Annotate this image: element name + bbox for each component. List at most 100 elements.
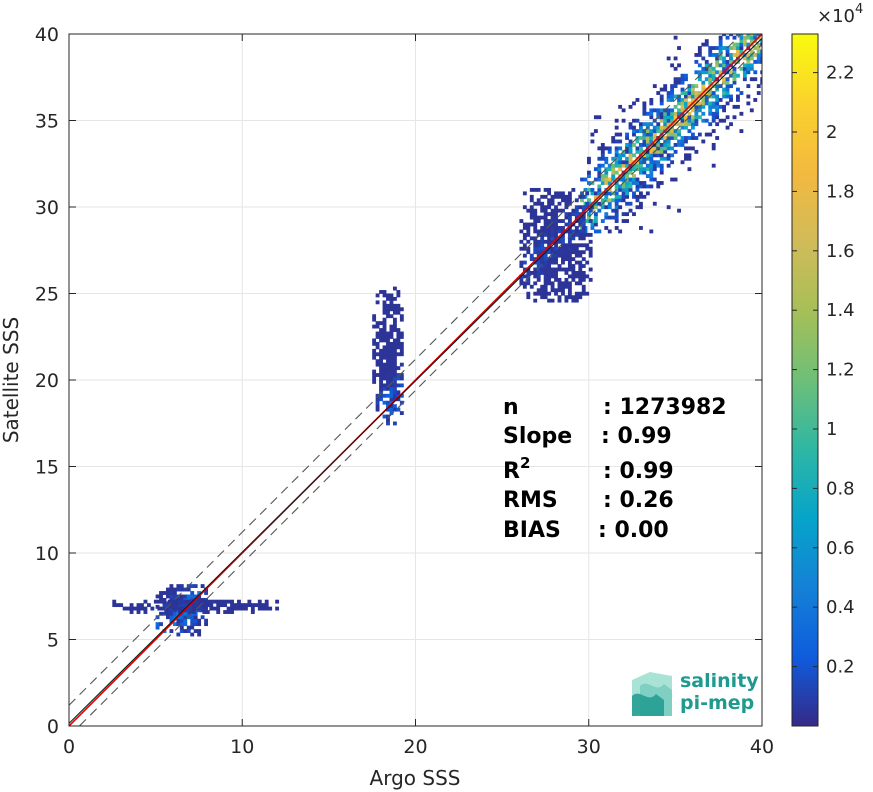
density-cell bbox=[554, 243, 558, 248]
density-cell bbox=[684, 77, 688, 82]
density-cell bbox=[718, 49, 723, 54]
density-cell bbox=[150, 606, 155, 611]
density-cell bbox=[625, 160, 629, 165]
density-cell bbox=[621, 153, 626, 158]
density-cell bbox=[567, 253, 572, 258]
density-cell bbox=[649, 153, 654, 158]
density-cell bbox=[684, 98, 688, 102]
density-cell bbox=[129, 606, 134, 611]
density-cell bbox=[386, 310, 390, 315]
density-cell bbox=[526, 281, 531, 286]
density-cell bbox=[237, 606, 241, 611]
density-cell bbox=[389, 373, 394, 377]
density-cell bbox=[574, 298, 579, 303]
density-cell bbox=[550, 246, 555, 251]
density-cell bbox=[550, 274, 555, 279]
density-cell bbox=[618, 146, 623, 151]
density-cell bbox=[711, 104, 716, 109]
density-cell bbox=[547, 260, 552, 265]
density-cell bbox=[697, 77, 702, 82]
density-cell bbox=[389, 341, 394, 346]
density-cell bbox=[554, 253, 558, 258]
density-cell bbox=[742, 66, 747, 71]
density-cell bbox=[166, 587, 170, 592]
density-cell bbox=[725, 80, 730, 85]
density-cell bbox=[226, 610, 231, 614]
density-cell bbox=[684, 101, 688, 106]
density-cell bbox=[557, 191, 562, 196]
density-cell bbox=[547, 191, 552, 196]
density-cell bbox=[725, 35, 730, 40]
density-cell bbox=[597, 201, 602, 206]
density-cell bbox=[704, 77, 709, 82]
density-cell bbox=[399, 352, 404, 357]
density-cell bbox=[386, 307, 390, 312]
density-cell bbox=[382, 331, 387, 336]
density-cell bbox=[536, 271, 541, 275]
density-cell bbox=[389, 335, 394, 339]
density-cell bbox=[638, 163, 643, 168]
density-cell bbox=[642, 122, 647, 127]
stat-n-label: n bbox=[503, 395, 519, 420]
density-cell bbox=[240, 603, 245, 608]
density-cell bbox=[522, 191, 527, 196]
density-cell bbox=[614, 184, 619, 189]
density-cell bbox=[190, 615, 195, 620]
density-cell bbox=[257, 606, 262, 611]
density-cell bbox=[742, 42, 747, 47]
density-cell bbox=[567, 212, 572, 217]
density-cell bbox=[396, 383, 401, 388]
colorbar-tick-label: 1.6 bbox=[826, 241, 855, 262]
density-cell bbox=[578, 205, 583, 210]
density-cell bbox=[704, 94, 709, 99]
density-cell bbox=[529, 187, 534, 192]
density-cell bbox=[192, 606, 196, 611]
density-cell bbox=[722, 108, 727, 113]
density-cell bbox=[600, 205, 605, 210]
density-cell bbox=[649, 111, 654, 116]
density-cell bbox=[680, 98, 685, 102]
density-cell bbox=[642, 136, 647, 140]
density-cell bbox=[670, 160, 675, 165]
density-cell bbox=[749, 77, 754, 82]
density-cell bbox=[632, 174, 636, 178]
density-cell bbox=[687, 91, 692, 95]
density-cell bbox=[162, 591, 167, 595]
density-cell bbox=[732, 53, 737, 57]
density-cell bbox=[578, 295, 583, 300]
density-cell bbox=[684, 156, 688, 161]
density-cell bbox=[746, 42, 751, 47]
density-cell bbox=[379, 380, 383, 384]
density-cell bbox=[540, 232, 545, 237]
density-cell bbox=[567, 274, 572, 279]
density-cell bbox=[663, 111, 668, 116]
density-cell bbox=[607, 187, 612, 192]
density-cell bbox=[711, 73, 716, 78]
density-cell bbox=[708, 53, 713, 57]
density-cell bbox=[729, 56, 733, 61]
density-cell bbox=[543, 246, 548, 251]
density-cell bbox=[687, 118, 692, 123]
density-cell bbox=[645, 142, 650, 147]
density-cell bbox=[585, 260, 590, 265]
density-cell bbox=[183, 618, 188, 623]
density-cell bbox=[183, 611, 188, 616]
density-cell bbox=[666, 94, 671, 99]
density-cell bbox=[557, 208, 562, 213]
density-cell bbox=[704, 70, 709, 75]
density-cell bbox=[372, 338, 377, 343]
density-cell bbox=[578, 222, 583, 227]
density-cell bbox=[540, 215, 545, 220]
density-cell bbox=[193, 615, 198, 620]
density-cell bbox=[585, 191, 590, 196]
density-cell bbox=[166, 615, 170, 620]
density-cell bbox=[379, 352, 383, 357]
density-cell bbox=[392, 310, 397, 315]
density-cell bbox=[171, 603, 176, 608]
density-cell bbox=[547, 271, 552, 275]
density-cell bbox=[753, 34, 758, 37]
density-cell bbox=[621, 163, 626, 168]
density-cell bbox=[618, 205, 623, 210]
density-cell bbox=[760, 80, 762, 85]
density-cell bbox=[701, 80, 706, 85]
